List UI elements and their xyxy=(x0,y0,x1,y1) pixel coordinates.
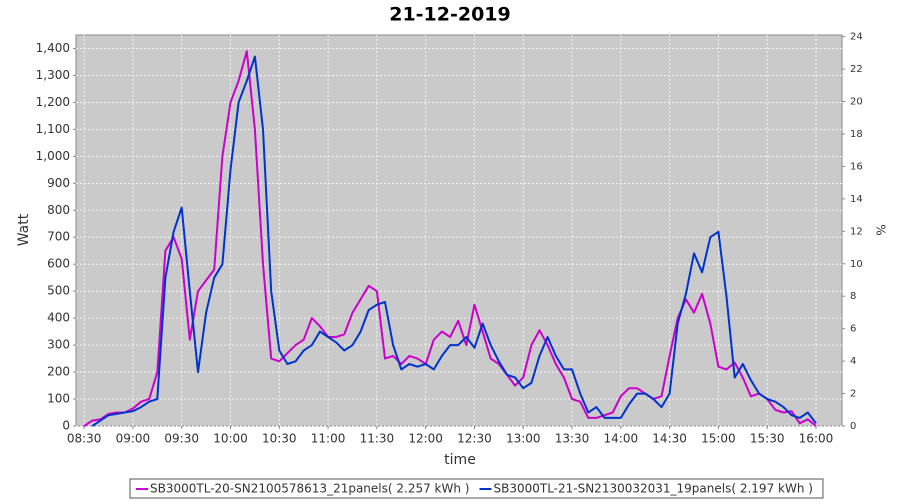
x-tick-label: 08:30 xyxy=(67,432,102,446)
y-tick-label: 300 xyxy=(47,338,70,352)
legend-label: SB3000TL-20-SN2100578613_21panels( 2.257… xyxy=(150,482,469,496)
y2-tick-label: 16 xyxy=(850,161,863,172)
x-tick-label: 15:00 xyxy=(701,432,736,446)
x-tick-label: 12:00 xyxy=(408,432,443,446)
y-tick-label: 900 xyxy=(47,176,70,190)
x-tick-label: 14:00 xyxy=(604,432,639,446)
x-axis-label: time xyxy=(444,452,476,468)
y2-tick-label: 0 xyxy=(850,421,856,432)
series-line xyxy=(83,50,817,427)
y2-axis-label: % xyxy=(874,224,888,235)
x-tick-label: 15:30 xyxy=(750,432,785,446)
x-tick-label: 16:00 xyxy=(799,432,834,446)
y-tick-label: 1,200 xyxy=(36,95,70,109)
y2-tick-label: 12 xyxy=(850,226,863,237)
legend-box xyxy=(129,478,824,499)
y-tick-label: 0 xyxy=(62,419,70,433)
y-tick-label: 1,100 xyxy=(36,122,70,136)
plot-area xyxy=(75,34,843,427)
x-tick-label: 09:00 xyxy=(116,432,151,446)
y-tick-label: 500 xyxy=(47,284,70,298)
legend: SB3000TL-20-SN2100578613_21panels( 2.257… xyxy=(129,478,824,499)
y2-tick-label: 22 xyxy=(850,64,863,75)
y-tick-label: 1,000 xyxy=(36,149,70,163)
y2-tick-label: 18 xyxy=(850,129,863,140)
chart-title: 21-12-2019 xyxy=(389,4,511,26)
y2-tick-label: 2 xyxy=(850,389,856,400)
y-tick-label: 400 xyxy=(47,311,70,325)
x-tick-label: 11:30 xyxy=(360,432,395,446)
x-tick-label: 10:30 xyxy=(262,432,297,446)
y-tick-label: 800 xyxy=(47,203,70,217)
y2-tick-label: 8 xyxy=(850,291,856,302)
x-tick-label: 10:00 xyxy=(213,432,248,446)
y-axis-label: Watt xyxy=(16,213,32,246)
y2-tick-label: 14 xyxy=(850,194,863,205)
y2-tick-label: 6 xyxy=(850,324,856,335)
y-tick-label: 200 xyxy=(47,365,70,379)
y-tick-label: 100 xyxy=(47,392,70,406)
x-tick-label: 11:00 xyxy=(311,432,346,446)
series-line xyxy=(91,55,817,427)
x-tick-label: 12:30 xyxy=(457,432,492,446)
y2-tick-label: 20 xyxy=(850,97,863,108)
y2-tick-label: 4 xyxy=(850,356,856,367)
y-tick-label: 1,400 xyxy=(36,41,70,55)
y2-tick-label: 24 xyxy=(850,32,863,43)
legend-label: SB3000TL-21-SN2130032031_19panels( 2.197… xyxy=(493,482,812,496)
x-tick-label: 13:00 xyxy=(506,432,541,446)
x-tick-label: 14:30 xyxy=(652,432,687,446)
y-tick-label: 1,300 xyxy=(36,68,70,82)
y-tick-label: 700 xyxy=(47,230,70,244)
x-tick-label: 09:30 xyxy=(164,432,199,446)
y-tick-label: 600 xyxy=(47,257,70,271)
x-tick-label: 13:30 xyxy=(555,432,590,446)
y2-tick-label: 10 xyxy=(850,259,863,270)
